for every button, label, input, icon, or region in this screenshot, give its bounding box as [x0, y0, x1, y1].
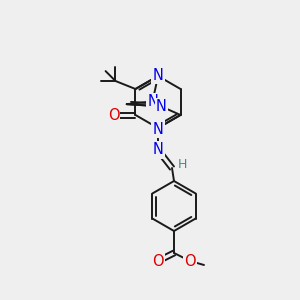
- Text: N: N: [153, 68, 164, 82]
- Text: O: O: [152, 254, 164, 268]
- Text: N: N: [147, 94, 158, 109]
- Text: H: H: [177, 158, 187, 172]
- Text: N: N: [153, 142, 164, 158]
- Text: O: O: [108, 107, 119, 122]
- Text: N: N: [153, 122, 164, 136]
- Text: N: N: [156, 99, 167, 114]
- Text: O: O: [184, 254, 196, 268]
